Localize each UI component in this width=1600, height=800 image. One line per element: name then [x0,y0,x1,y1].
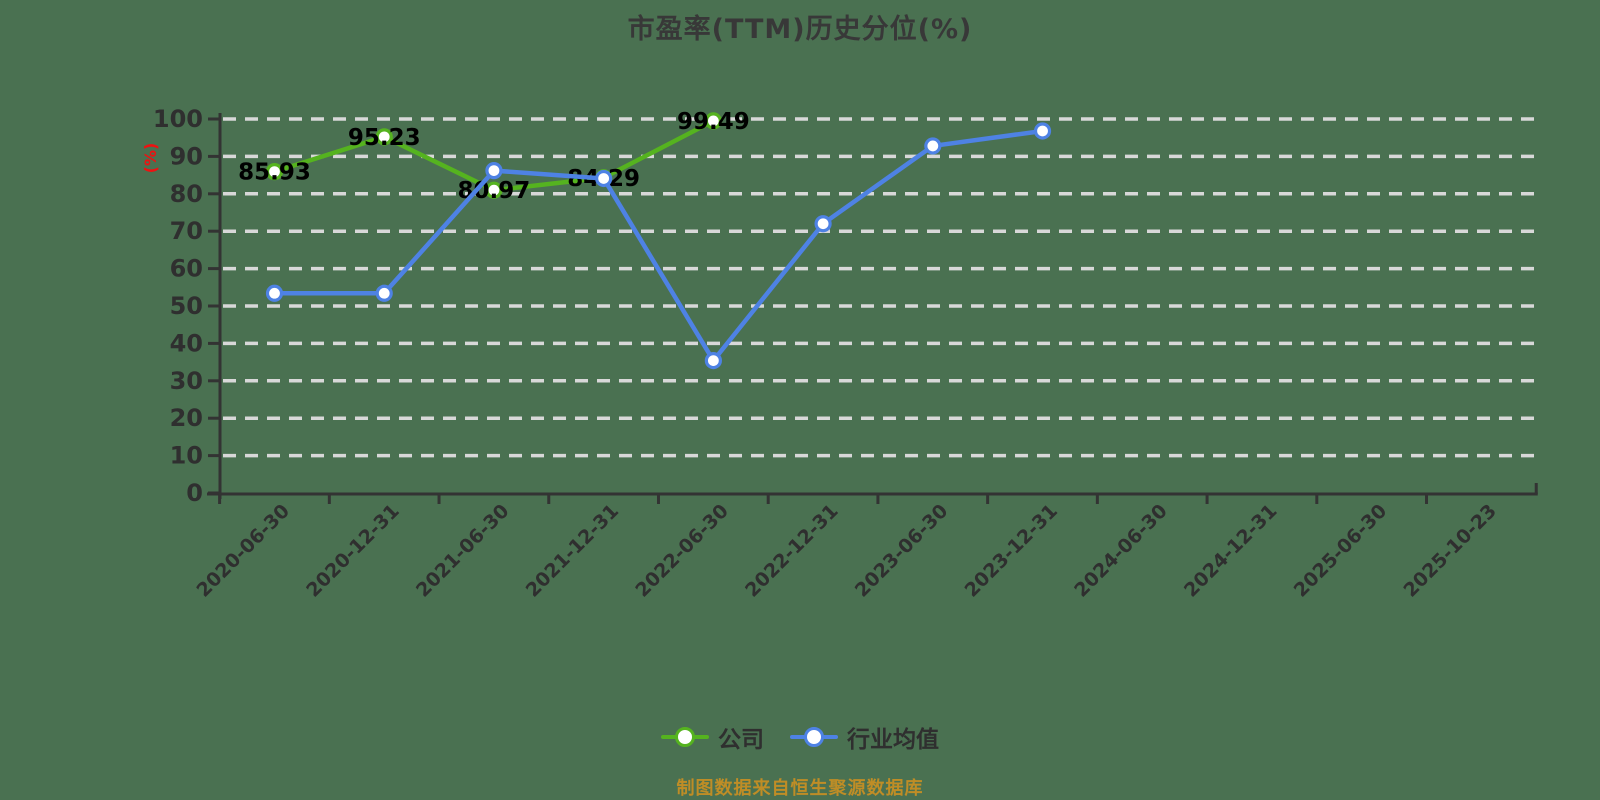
x-tick-label: 2022-06-30 [631,500,733,602]
data-source-note: 制图数据来自恒生聚源数据库 [676,778,924,799]
x-tick-label: 2022-12-31 [741,500,843,602]
x-tick-label: 2025-10-23 [1399,500,1501,602]
y-tick-label: 90 [170,142,203,170]
industry-series-point[interactable] [485,162,503,180]
company-series-marker-icon [661,726,709,748]
x-tick-label: 2025-06-30 [1290,500,1392,602]
y-tick-label: 60 [170,255,203,283]
legend: 公司 行业均值 [0,720,1600,754]
company-series-point[interactable] [375,128,393,146]
industry-series-point[interactable] [375,284,393,302]
industry-series-line[interactable] [272,128,1045,363]
industry-series-point[interactable] [265,284,284,302]
y-tick-label: 30 [170,367,203,395]
x-tick-label: 2020-12-31 [302,500,404,602]
x-tick-label: 2023-06-30 [851,500,953,602]
y-axis-unit-label: (%) [141,143,160,174]
legend-item-company[interactable]: 公司 [661,720,764,754]
x-tick-label: 2020-06-30 [193,500,295,602]
x-tick-label: 2021-06-30 [412,500,514,602]
company-series-data-label: 95.23 [348,125,421,151]
legend-label-company: 公司 [718,727,764,753]
y-tick-label: 70 [170,217,203,245]
company-series-data-label: 99.49 [677,109,750,135]
y-tick-label: 10 [170,442,203,470]
chart-title: 市盈率(TTM)历史分位(%) [627,14,973,45]
y-tick-label: 0 [186,479,203,507]
industry-series-point[interactable] [814,215,832,233]
legend-dot-icon [804,727,824,747]
x-tick-label: 2024-12-31 [1180,500,1282,602]
y-tick-label: 100 [153,105,203,133]
y-tick-label: 40 [170,329,203,357]
industry-series-point[interactable] [595,169,613,188]
legend-item-industry-average[interactable]: 行业均值 [790,720,939,754]
industry-series-point[interactable] [704,352,722,370]
company-series-data-label: 85.93 [238,160,311,186]
industry-series-marker-icon [790,726,838,748]
legend-dot-icon [675,727,695,747]
x-tick-label: 2024-06-30 [1070,500,1172,602]
y-tick-label: 80 [170,180,203,208]
company-series-point[interactable] [704,112,722,130]
x-tick-label: 2021-12-31 [522,500,624,602]
legend-label-industry-average: 行业均值 [847,727,939,753]
y-tick-label: 20 [170,404,203,432]
industry-series-point[interactable] [1033,122,1052,140]
company-series-point[interactable] [265,163,284,181]
y-tick-label: 50 [170,292,203,320]
company-series-point[interactable] [485,181,503,199]
industry-series-point[interactable] [924,137,942,155]
x-tick-label: 2023-12-31 [961,500,1063,602]
